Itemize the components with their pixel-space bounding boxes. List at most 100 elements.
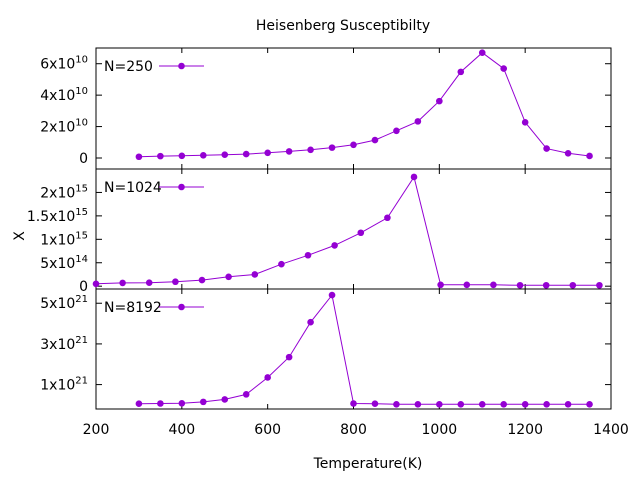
data-point <box>393 127 400 135</box>
data-point <box>436 97 443 105</box>
data-point <box>384 214 391 222</box>
data-point <box>543 145 550 152</box>
data-point <box>221 396 229 403</box>
data-point <box>307 146 314 154</box>
data-point <box>264 149 271 157</box>
data-point <box>285 353 293 361</box>
data-point <box>135 153 143 161</box>
panel-2: 0 5x1014 1x1015 1.5x1015 2x1015 N=1024 <box>27 168 612 295</box>
data-point <box>350 400 357 407</box>
data-point <box>242 150 250 158</box>
y-tick-label: 1x1015 <box>40 230 88 248</box>
series-line-3 <box>138 293 590 405</box>
data-point <box>328 144 336 151</box>
y-tick-label: 1.5x1015 <box>27 207 88 225</box>
data-point <box>500 65 508 72</box>
data-point <box>457 401 465 408</box>
data-point <box>328 291 336 299</box>
data-point <box>543 401 550 408</box>
data-point <box>371 400 379 408</box>
data-point <box>199 398 207 406</box>
data-point <box>371 136 379 144</box>
data-point <box>157 400 164 407</box>
data-point <box>542 281 550 289</box>
series-line-2 <box>95 175 600 286</box>
legend-label-2: N=1024 <box>104 180 162 196</box>
data-point <box>596 281 603 289</box>
y-tick-label: 1x1021 <box>40 376 88 394</box>
y-tick-label: 2x1015 <box>40 183 88 201</box>
data-point <box>221 151 229 158</box>
data-point <box>516 281 524 289</box>
y-tick-label: 4x1010 <box>40 86 88 104</box>
x-tick-label: 400 <box>168 422 195 438</box>
data-point <box>178 400 186 407</box>
legend-label-1: N=250 <box>104 59 153 75</box>
data-point <box>198 276 206 284</box>
data-point <box>172 278 179 286</box>
chart-panels: 0 2x1010 4x1010 6x1010 N=250 0 5x1014 1x1015 1.5… <box>27 47 612 410</box>
x-tick-label: 1000 <box>422 422 458 438</box>
x-tick-label: 600 <box>254 422 281 438</box>
data-point <box>199 152 207 159</box>
data-point <box>357 229 365 237</box>
legend-marker <box>178 183 185 191</box>
data-point <box>350 141 357 149</box>
legend-marker <box>178 303 185 311</box>
data-point <box>225 273 232 281</box>
x-axis-label: Temperature(K) <box>313 456 423 472</box>
data-point <box>586 401 593 408</box>
panel-3: 1x1021 3x1021 5x1021 N=8192 <box>40 288 612 410</box>
x-tick-label: 1200 <box>507 422 543 438</box>
panel-1: 0 2x1010 4x1010 6x1010 N=250 <box>40 47 612 170</box>
data-point <box>264 374 271 381</box>
y-tick-label: 5x1021 <box>40 294 88 312</box>
data-point <box>251 271 259 278</box>
data-point <box>490 281 497 289</box>
data-point <box>463 281 471 289</box>
y-axis-label: X <box>12 231 28 241</box>
data-point <box>414 401 422 408</box>
data-point <box>500 401 508 408</box>
series-line-1 <box>138 52 590 158</box>
data-point <box>436 401 443 408</box>
data-point <box>307 318 314 326</box>
y-tick-label: 0 <box>79 151 88 167</box>
data-point <box>478 401 486 408</box>
x-tick-label: 1400 <box>593 422 629 438</box>
data-point <box>569 281 577 289</box>
chart-title: Heisenberg Susceptibilty <box>256 18 430 34</box>
data-point <box>278 260 285 268</box>
data-point <box>521 401 529 408</box>
data-point <box>393 401 400 408</box>
legend-marker <box>178 62 185 70</box>
x-tick-label: 200 <box>83 422 110 438</box>
data-point <box>157 152 164 160</box>
data-point <box>135 400 143 408</box>
data-point <box>331 242 338 249</box>
y-tick-label: 0 <box>79 279 88 295</box>
y-tick-label: 3x1021 <box>40 335 88 353</box>
data-point <box>437 281 444 289</box>
legend-label-3: N=8192 <box>104 300 162 316</box>
y-tick-label: 2x1010 <box>40 118 88 136</box>
data-point <box>521 119 529 126</box>
data-point <box>457 68 465 76</box>
data-point <box>145 279 153 286</box>
data-point <box>564 401 572 408</box>
data-point <box>410 173 418 181</box>
y-tick-label: 6x1010 <box>40 55 88 73</box>
y-tick-label: 5x1014 <box>40 254 88 272</box>
data-point <box>586 152 593 160</box>
data-point <box>92 280 100 288</box>
data-point <box>564 149 572 157</box>
data-point <box>478 49 486 57</box>
x-tick-label: 800 <box>340 422 367 438</box>
data-point <box>414 118 422 125</box>
data-point <box>285 148 293 155</box>
data-point <box>178 152 186 160</box>
data-point <box>119 279 126 287</box>
data-point <box>242 391 250 398</box>
data-point <box>304 251 312 259</box>
